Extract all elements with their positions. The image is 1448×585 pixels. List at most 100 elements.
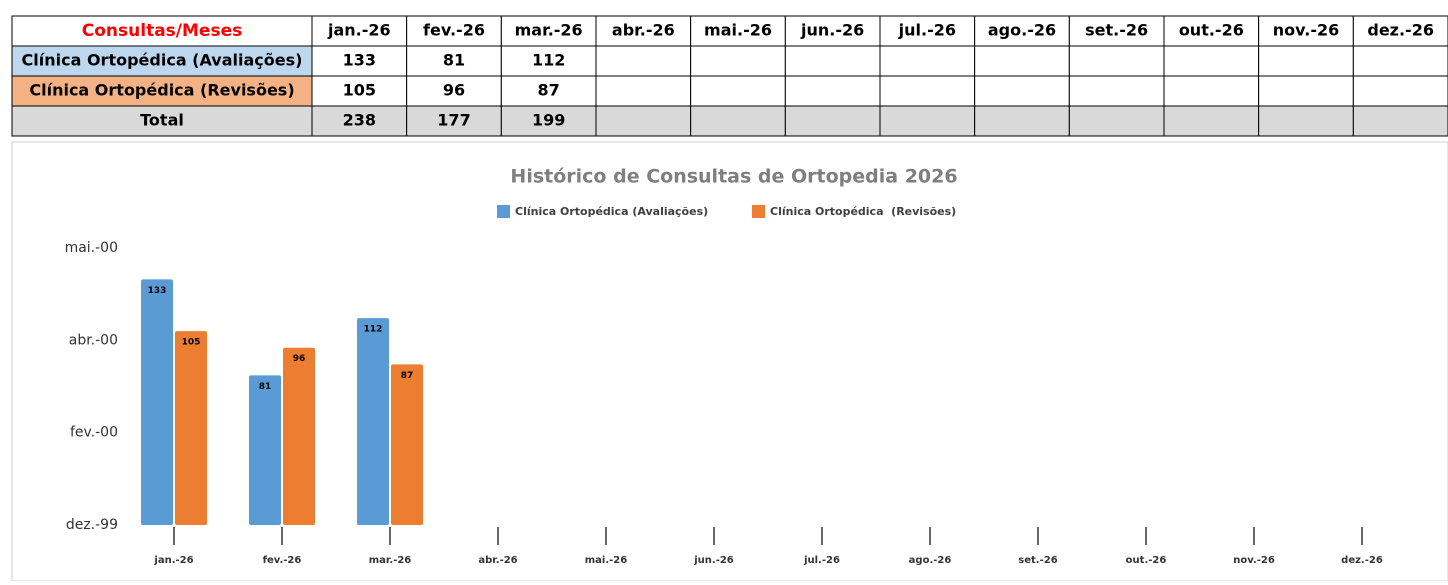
x-tick-label: jul.-26 bbox=[803, 555, 840, 566]
row-label: Total bbox=[140, 111, 184, 130]
data-label: 105 bbox=[182, 338, 201, 348]
cell bbox=[1068, 105, 1165, 137]
cell-value: 112 bbox=[532, 51, 565, 70]
column-header: ago.-26 bbox=[988, 21, 1056, 40]
x-tick-label: abr.-26 bbox=[478, 555, 517, 566]
x-tick-label: set.-26 bbox=[1018, 555, 1057, 566]
cell-value: 177 bbox=[437, 111, 470, 130]
cell bbox=[500, 105, 597, 137]
column-header: out.-26 bbox=[1179, 21, 1244, 40]
data-label: 96 bbox=[293, 354, 306, 364]
data-label: 87 bbox=[401, 371, 414, 381]
legend-label: Clínica Ortopédica (Revisões) bbox=[770, 205, 956, 218]
cell bbox=[1258, 45, 1354, 77]
data-label: 81 bbox=[259, 382, 272, 392]
cell bbox=[690, 45, 786, 77]
bar bbox=[249, 375, 281, 525]
cell bbox=[974, 45, 1070, 77]
data-label: 133 bbox=[148, 286, 167, 296]
bar bbox=[141, 279, 173, 525]
column-header: jan.-26 bbox=[327, 21, 391, 40]
x-tick-label: out.-26 bbox=[1126, 555, 1167, 566]
cell-value: 238 bbox=[343, 111, 376, 130]
y-tick-label: mai.-00 bbox=[65, 240, 118, 256]
cell bbox=[1258, 105, 1354, 137]
cell-value: 133 bbox=[343, 51, 376, 70]
row-label: Clínica Ortopédica (Avaliações) bbox=[22, 51, 303, 70]
column-header: dez.-26 bbox=[1367, 21, 1434, 40]
cell bbox=[1163, 75, 1260, 107]
header-cell bbox=[1068, 15, 1165, 47]
bar bbox=[357, 318, 389, 525]
cell bbox=[879, 105, 976, 137]
bar bbox=[283, 347, 315, 525]
cell bbox=[595, 75, 692, 107]
bar bbox=[175, 331, 207, 525]
cell bbox=[1068, 45, 1165, 77]
cell bbox=[784, 45, 881, 77]
x-tick-label: jun.-26 bbox=[693, 555, 734, 566]
cell bbox=[690, 75, 786, 107]
column-header: mai.-26 bbox=[704, 21, 772, 40]
cell bbox=[500, 75, 597, 107]
cell-value: 81 bbox=[443, 51, 465, 70]
cell bbox=[595, 105, 692, 137]
column-header: set.-26 bbox=[1085, 21, 1148, 40]
legend-swatch bbox=[497, 205, 510, 218]
cell bbox=[879, 45, 976, 77]
header-cell bbox=[1258, 15, 1354, 47]
column-header: jul.-26 bbox=[898, 21, 956, 40]
chart-title: Histórico de Consultas de Ortopedia 2026 bbox=[510, 166, 957, 188]
header-cell bbox=[690, 15, 786, 47]
cell bbox=[311, 45, 408, 77]
cell bbox=[1258, 75, 1354, 107]
cell bbox=[1352, 45, 1448, 77]
row-label-cell bbox=[11, 105, 313, 137]
x-tick-label: dez.-26 bbox=[1341, 555, 1383, 566]
legend-label: Clínica Ortopédica (Avaliações) bbox=[515, 205, 708, 218]
data-label: 112 bbox=[364, 325, 383, 335]
x-tick-label: jan.-26 bbox=[153, 555, 193, 566]
legend-swatch bbox=[752, 205, 765, 218]
cell bbox=[784, 105, 881, 137]
header-cell bbox=[311, 15, 408, 47]
x-tick-label: mai.-26 bbox=[585, 555, 628, 566]
header-cell bbox=[879, 15, 976, 47]
x-tick-label: nov.-26 bbox=[1233, 555, 1275, 566]
cell bbox=[879, 75, 976, 107]
header-cell bbox=[1352, 15, 1448, 47]
cell-value: 105 bbox=[343, 81, 376, 100]
cell bbox=[1068, 75, 1165, 107]
y-tick-label: dez.-99 bbox=[66, 517, 118, 533]
y-tick-label: abr.-00 bbox=[69, 332, 118, 348]
column-header: mar.-26 bbox=[515, 21, 583, 40]
cell bbox=[1163, 105, 1260, 137]
cell-value: 96 bbox=[443, 81, 465, 100]
corner-label: Consultas/Meses bbox=[82, 21, 242, 41]
cell bbox=[595, 45, 692, 77]
cell bbox=[311, 105, 408, 137]
cell bbox=[311, 75, 408, 107]
row-label: Clínica Ortopédica (Revisões) bbox=[29, 81, 294, 100]
cell bbox=[690, 105, 786, 137]
x-tick-label: ago.-26 bbox=[909, 555, 952, 566]
cell bbox=[784, 75, 881, 107]
cell bbox=[974, 75, 1070, 107]
cell bbox=[974, 105, 1070, 137]
chart-area bbox=[11, 141, 1448, 582]
cell-value: 199 bbox=[532, 111, 565, 130]
x-tick-label: fev.-26 bbox=[263, 555, 302, 566]
column-header: abr.-26 bbox=[612, 21, 675, 40]
bar bbox=[391, 364, 423, 525]
cell bbox=[1352, 75, 1448, 107]
cell bbox=[1352, 105, 1448, 137]
column-header: jun.-26 bbox=[800, 21, 864, 40]
y-tick-label: fev.-00 bbox=[70, 425, 118, 441]
cell bbox=[1163, 45, 1260, 77]
header-cell bbox=[11, 15, 313, 47]
column-header: nov.-26 bbox=[1273, 21, 1340, 40]
column-header: fev.-26 bbox=[423, 21, 485, 40]
cell-value: 87 bbox=[538, 81, 560, 100]
